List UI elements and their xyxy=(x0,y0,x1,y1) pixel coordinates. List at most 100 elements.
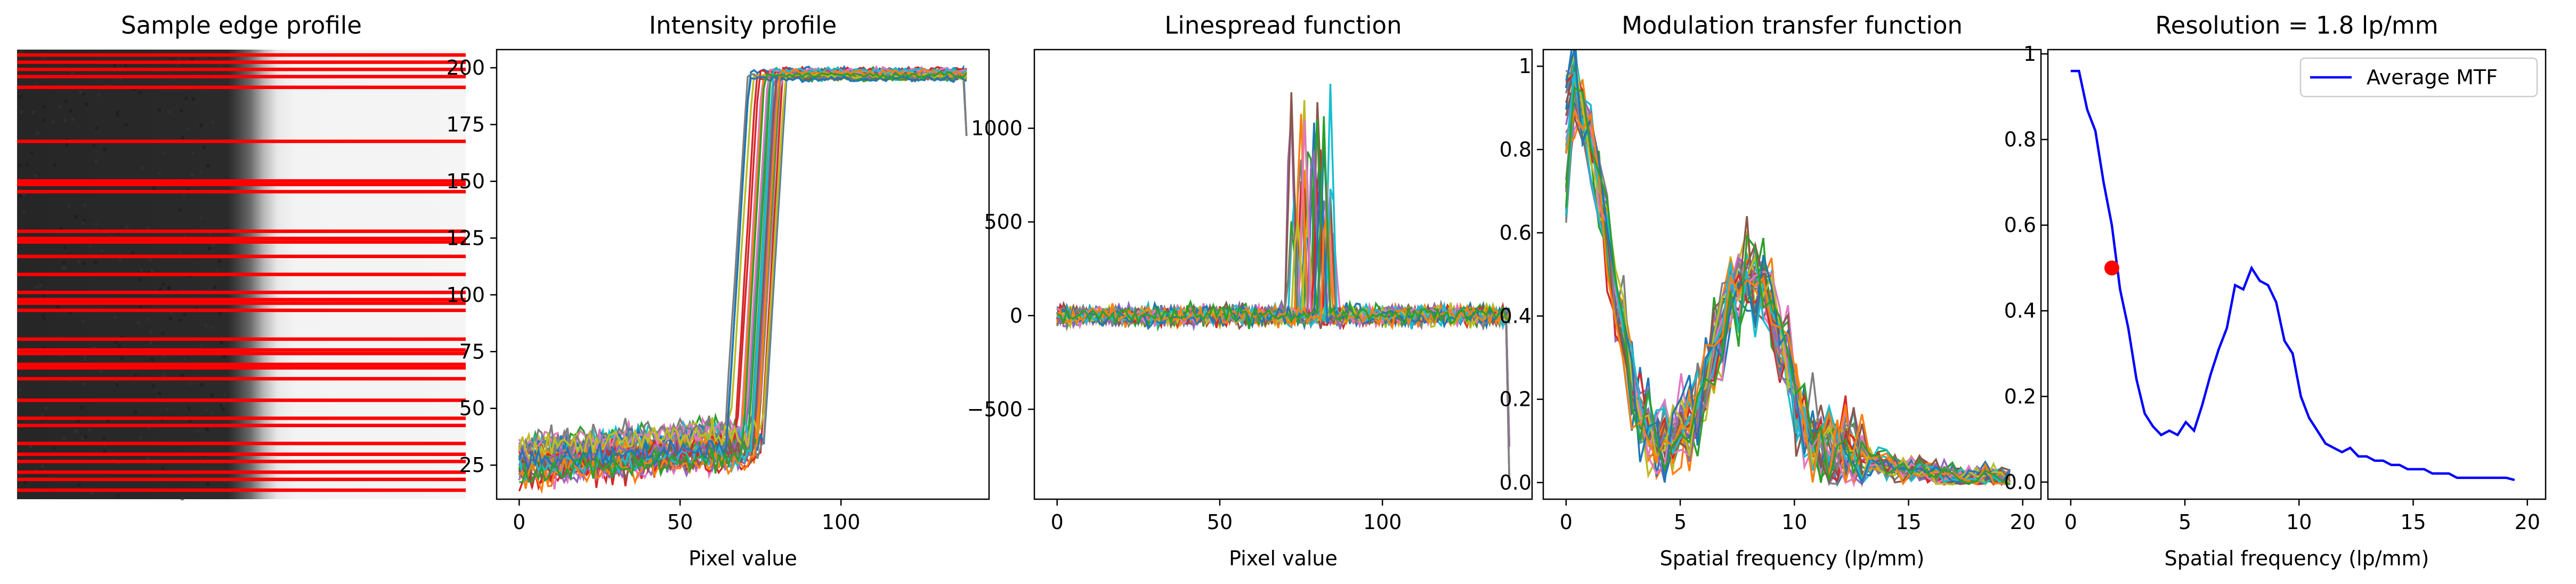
texture-speck xyxy=(167,110,171,114)
texture-speck xyxy=(217,260,221,263)
texture-speck xyxy=(67,204,71,208)
x-tick-label: 15 xyxy=(1895,510,1921,534)
texture-speck xyxy=(42,118,45,122)
texture-speck xyxy=(103,147,107,151)
intensity-profile-panel: 0 50 100 25 50 75 100 125 150 175 200 Intensity pro… xyxy=(446,11,990,570)
texture-speck xyxy=(179,208,182,212)
x-tick-label: 0 xyxy=(513,510,525,534)
texture-speck xyxy=(95,126,99,130)
texture-speck xyxy=(139,436,143,439)
texture-speck xyxy=(87,428,91,431)
texture-speck xyxy=(138,278,142,282)
texture-speck xyxy=(68,311,72,315)
x-tick-label: 20 xyxy=(2010,510,2036,534)
texture-speck xyxy=(106,419,109,422)
texture-speck xyxy=(83,357,87,361)
texture-speck xyxy=(99,370,102,373)
texture-speck xyxy=(26,163,29,166)
y-tick-label: 125 xyxy=(446,226,485,250)
texture-speck xyxy=(102,437,106,441)
texture-speck xyxy=(103,449,106,453)
panel-title: Linespread function xyxy=(1164,11,1402,39)
texture-speck xyxy=(119,77,123,81)
texture-speck xyxy=(162,355,166,358)
texture-speck xyxy=(93,260,97,264)
texture-speck xyxy=(199,124,203,127)
panel-title: Resolution = 1.8 lp/mm xyxy=(2155,11,2438,39)
texture-speck xyxy=(151,269,154,273)
y-tick-label: 150 xyxy=(446,170,485,193)
x-tick-label: 5 xyxy=(2178,510,2191,534)
profile-lines xyxy=(17,53,466,492)
texture-speck xyxy=(141,166,144,170)
x-tick-label: 0 xyxy=(1560,510,1573,534)
texture-speck xyxy=(222,407,225,411)
texture-speck xyxy=(52,446,56,450)
y-tick-label: 25 xyxy=(459,453,485,477)
texture-speck xyxy=(139,305,142,309)
texture-speck xyxy=(83,203,87,207)
texture-speck xyxy=(212,243,215,246)
texture-speck xyxy=(124,64,127,68)
texture-speck xyxy=(208,247,212,250)
linespread-panel: 0 50 100 −500 0 500 1000 Linespread function Pix… xyxy=(967,11,1533,570)
texture-speck xyxy=(82,92,85,96)
texture-speck xyxy=(19,50,23,54)
resolution-panel: 0 5 10 15 20 0.0 0.2 0.4 0.6 0.8 1 Resolution = 1.8… xyxy=(2004,11,2547,570)
texture-speck xyxy=(41,314,45,317)
edge-image-panel: Sample edge profile xyxy=(17,11,466,501)
texture-speck xyxy=(31,110,35,114)
axes-frame xyxy=(1542,49,2042,500)
y-tick-label: 100 xyxy=(446,283,485,307)
y-tick-label: 0.4 xyxy=(2004,299,2036,323)
texture-speck xyxy=(83,355,87,358)
y-tick-label: 1 xyxy=(1519,54,1532,78)
mtf-series xyxy=(1565,53,2011,486)
texture-speck xyxy=(71,117,75,121)
texture-speck xyxy=(18,95,21,99)
texture-speck xyxy=(62,261,66,265)
x-tick-label: 15 xyxy=(2400,510,2426,534)
texture-speck xyxy=(199,217,203,220)
texture-speck xyxy=(35,285,39,289)
texture-speck xyxy=(116,494,120,498)
texture-speck xyxy=(93,346,96,350)
y-tick-label: 175 xyxy=(446,113,485,137)
texture-speck xyxy=(36,131,39,134)
texture-speck xyxy=(22,193,26,197)
texture-speck xyxy=(42,55,46,59)
texture-speck xyxy=(149,330,152,333)
texture-speck xyxy=(134,410,137,414)
texture-speck xyxy=(88,244,92,248)
texture-speck xyxy=(82,382,86,386)
y-tick-label: 0.0 xyxy=(2004,470,2036,494)
texture-speck xyxy=(183,313,187,317)
texture-speck xyxy=(167,286,171,290)
texture-speck xyxy=(42,105,46,109)
texture-speck xyxy=(181,136,184,139)
texture-speck xyxy=(205,409,208,412)
plot-area xyxy=(1056,84,1511,481)
panel-title: Intensity profile xyxy=(649,11,837,39)
texture-speck xyxy=(44,406,48,410)
texture-speck xyxy=(76,419,80,423)
y-tick-label: 1000 xyxy=(971,117,1023,140)
texture-speck xyxy=(95,149,99,153)
texture-speck xyxy=(18,164,22,167)
texture-speck xyxy=(23,481,27,484)
texture-speck xyxy=(75,215,78,219)
texture-speck xyxy=(147,317,150,321)
texture-speck xyxy=(210,411,214,415)
texture-speck xyxy=(65,143,69,147)
x-tick-label: 50 xyxy=(667,510,693,534)
x-tick-label: 0 xyxy=(2064,510,2077,534)
texture-speck xyxy=(81,436,84,440)
texture-speck xyxy=(186,127,190,131)
x-tick-label: 10 xyxy=(2286,510,2312,534)
texture-speck xyxy=(182,193,185,197)
x-tick-label: 100 xyxy=(1363,510,1402,534)
texture-speck xyxy=(94,222,98,226)
y-tick-label: 200 xyxy=(446,56,485,79)
texture-speck xyxy=(77,260,81,263)
